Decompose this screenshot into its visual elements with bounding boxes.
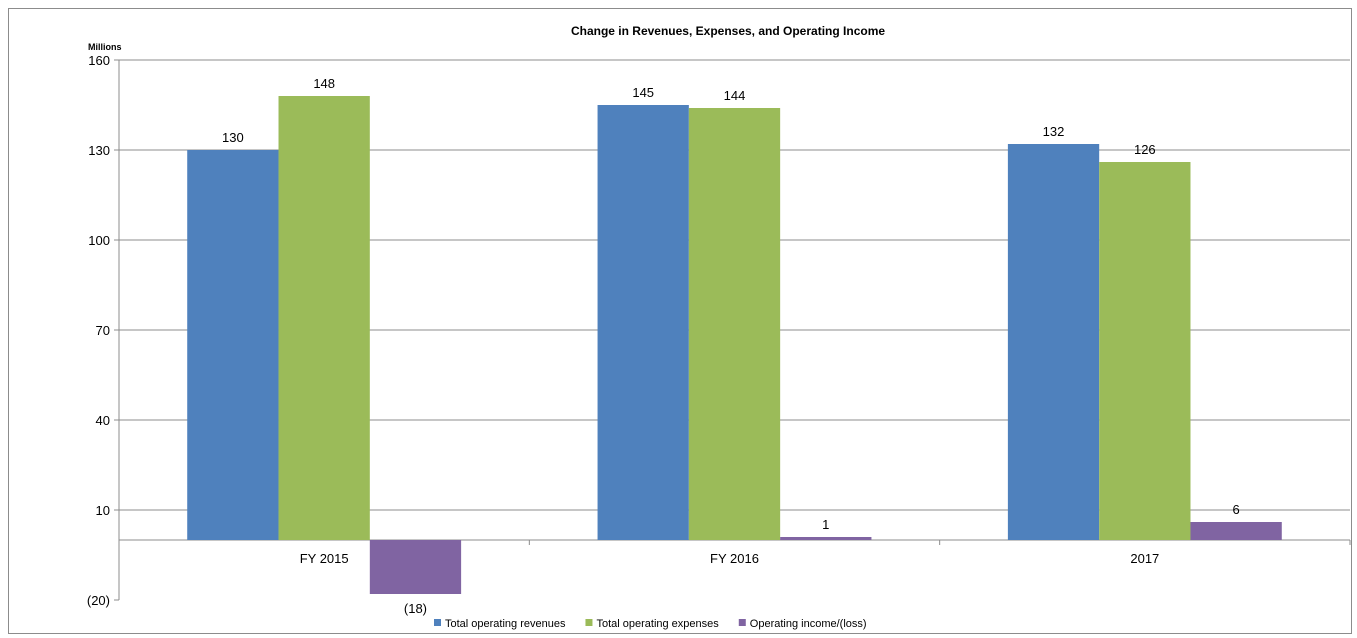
legend-swatch [738,619,746,626]
bar [780,537,872,540]
chart-title: Change in Revenues, Expenses, and Operat… [571,24,885,38]
legend-label: Operating income/(loss) [750,618,867,630]
data-label: 132 [1043,124,1065,139]
data-label: 130 [222,130,244,145]
x-tick-label: FY 2016 [710,551,759,566]
data-label: 126 [1134,142,1156,157]
bar [369,540,462,594]
legend-label: Total operating expenses [596,618,719,630]
y-tick-label: 70 [96,323,110,338]
legend-label: Total operating revenues [445,618,566,630]
x-tick-label: FY 2015 [300,551,349,566]
data-labels: 130 148 (18) 145 144 1 132 126 6 [222,76,1240,616]
bar [597,105,689,540]
data-label: 6 [1233,502,1240,517]
bar [187,150,279,540]
data-label: 148 [313,76,335,91]
legend-swatch [585,619,593,626]
bars [187,96,1282,594]
legend-swatch [434,619,441,626]
y-tick-label: 100 [88,233,110,248]
y-axis-units-label: Millions [88,42,122,52]
data-label: 144 [724,88,746,103]
x-tick-label: 2017 [1130,551,1159,566]
bar [1007,144,1100,540]
data-label: (18) [404,601,427,616]
y-tick-label: 40 [96,413,110,428]
bar [688,108,781,540]
y-tick-label: 130 [88,143,110,158]
bar [1190,522,1282,540]
bar [278,96,370,540]
y-tick-label: 10 [96,503,110,518]
bar [1099,162,1191,540]
data-label: 145 [632,85,654,100]
data-label: 1 [822,517,829,532]
y-tick-label: (20) [87,593,110,608]
legend: Total operating revenues Total operating … [434,618,867,630]
y-tick-label: 160 [88,53,110,68]
